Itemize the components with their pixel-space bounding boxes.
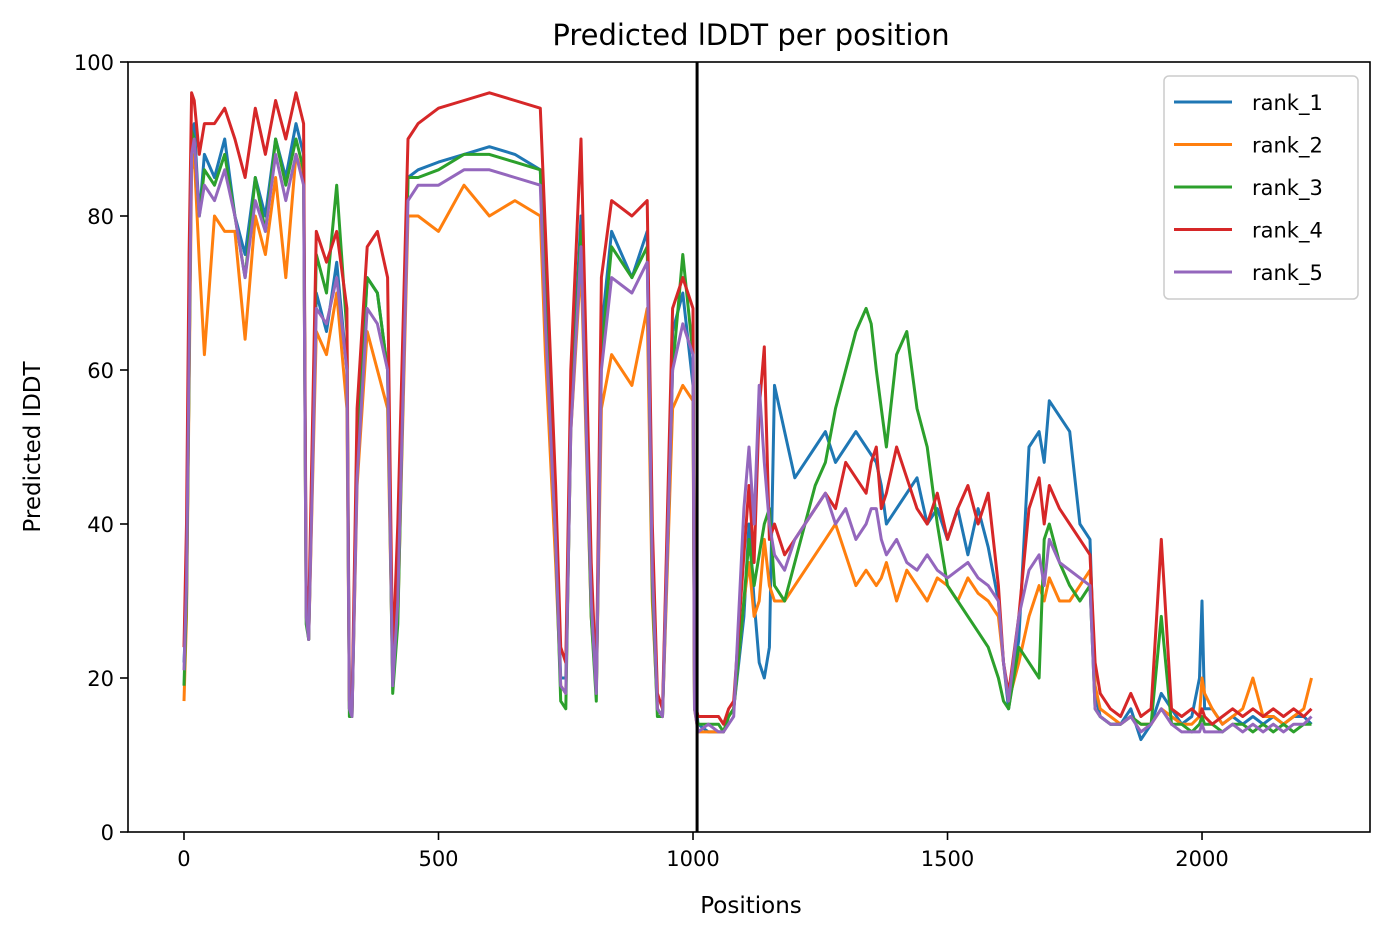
y-axis-label: Predicted lDDT	[20, 360, 46, 532]
legend-label-rank_5: rank_5	[1252, 261, 1323, 286]
plot-frame	[127, 61, 1371, 833]
x-axis-label: Positions	[700, 893, 802, 919]
x-tick-label: 500	[418, 847, 458, 871]
legend-box	[1163, 75, 1359, 300]
y-tick-label: 0	[101, 821, 114, 845]
y-tick-label: 20	[87, 667, 114, 691]
series-line-rank_5	[182, 137, 1313, 734]
series-layer	[182, 91, 1313, 742]
x-tick-label: 0	[177, 847, 190, 871]
chart-title: Predicted lDDT per position	[552, 18, 949, 52]
series-line-rank_2	[182, 152, 1313, 734]
x-tick-label: 2000	[1175, 847, 1228, 871]
legend: rank_1 rank_2 rank_3 rank_4 rank_5	[1163, 75, 1359, 300]
y-axis-ticks: 0 20 40 60 80 100	[74, 51, 128, 845]
legend-label-rank_4: rank_4	[1252, 219, 1323, 244]
x-axis-ticks: 0 500 1000 1500 2000	[177, 832, 1229, 871]
x-tick-label: 1500	[921, 847, 974, 871]
series-line-rank_4	[182, 91, 1313, 726]
x-tick-label: 1000	[666, 847, 719, 871]
y-tick-label: 100	[74, 51, 114, 75]
legend-label-rank_2: rank_2	[1252, 134, 1323, 159]
y-tick-label: 60	[87, 359, 114, 383]
legend-label-rank_3: rank_3	[1252, 176, 1323, 201]
y-tick-label: 80	[87, 205, 114, 229]
y-tick-label: 40	[87, 513, 114, 537]
legend-label-rank_1: rank_1	[1252, 91, 1323, 116]
